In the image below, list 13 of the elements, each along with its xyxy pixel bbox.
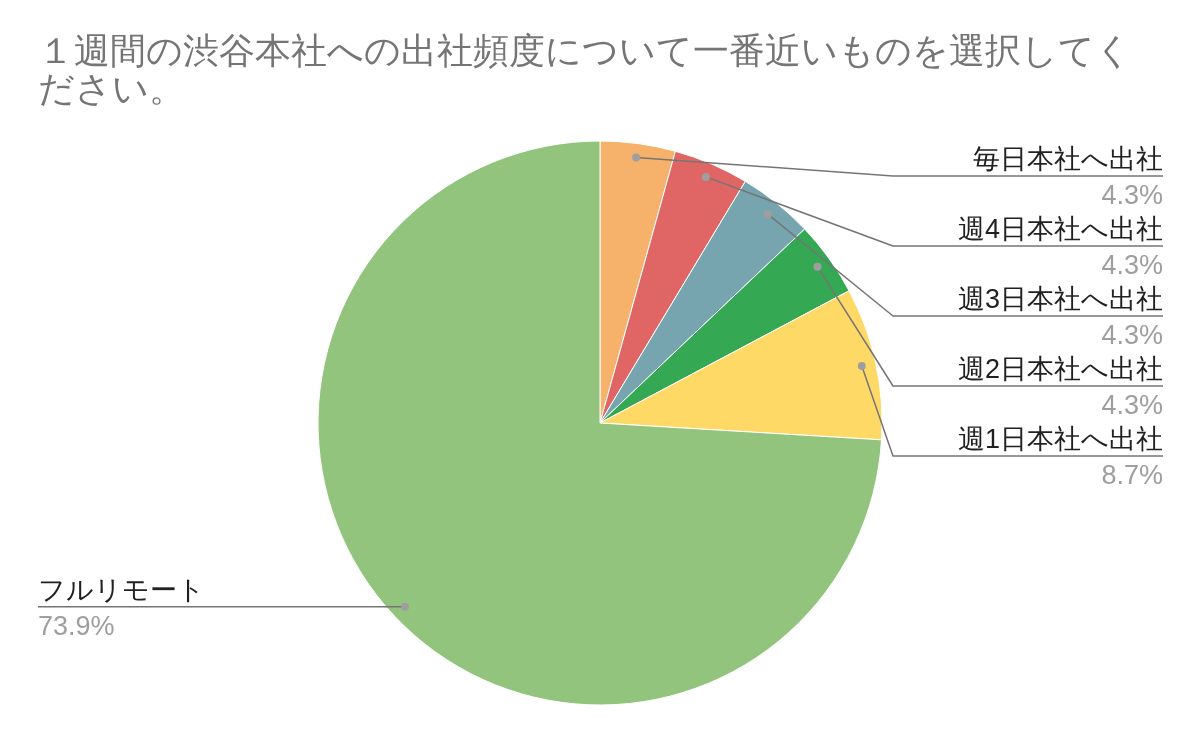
slice-label: 毎日本社へ出社 — [973, 144, 1163, 174]
data-label: 8.7% — [1101, 460, 1163, 490]
slice-label: 週1日本社へ出社 — [957, 424, 1163, 454]
data-label: 4.3% — [1101, 320, 1163, 350]
data-label: 4.3% — [1101, 250, 1163, 280]
data-label: 4.3% — [1101, 180, 1163, 210]
data-label: 73.9% — [38, 610, 115, 641]
chart-title: １週間の渋谷本社への出社頻度について一番近いものを選択してください。 — [38, 30, 1133, 109]
data-label: 4.3% — [1101, 390, 1163, 420]
slice-label: 週2日本社へ出社 — [957, 354, 1163, 384]
slice-label: 週4日本社へ出社 — [957, 214, 1163, 244]
slice-label: 週3日本社へ出社 — [957, 284, 1163, 314]
slice-label: フルリモート — [38, 574, 205, 605]
